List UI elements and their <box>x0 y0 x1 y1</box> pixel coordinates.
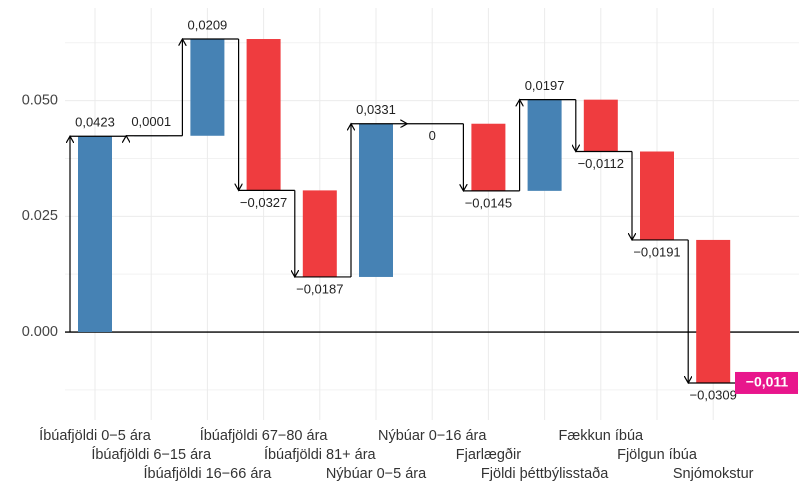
bar <box>246 39 281 191</box>
total-label: −0,011 <box>746 374 789 390</box>
data-label: 0,0197 <box>525 78 565 93</box>
x-tick-label: Íbúafjöldi 81+ ára <box>264 446 377 463</box>
data-label: 0,0331 <box>356 102 396 117</box>
data-label: −0,0187 <box>296 281 343 296</box>
y-tick-label: 0.050 <box>22 92 58 108</box>
x-tick-label: Fjölgun íbúa <box>617 447 698 463</box>
x-tick-label: Íbúafjöldi 6−15 ára <box>91 446 212 463</box>
x-tick-label: Nýbúar 0−16 ára <box>378 428 487 444</box>
bar <box>640 151 674 240</box>
x-tick-label: Fjarlægðir <box>456 447 521 463</box>
bar <box>302 190 337 277</box>
y-tick-label: 0.025 <box>22 208 58 224</box>
x-tick-label: Íbúafjöldi 16−66 ára <box>144 465 273 482</box>
x-tick-label: Íbúafjöldi 67−80 ára <box>200 427 329 444</box>
bar <box>359 123 393 277</box>
bar <box>471 123 506 191</box>
x-tick-label: Nýbúar 0−5 ára <box>326 466 427 482</box>
x-tick-label: Fjöldi þéttbýlisstaða <box>481 466 609 482</box>
data-label: −0,0145 <box>465 195 512 210</box>
x-tick-label: Fækkun íbúa <box>558 428 644 444</box>
bar <box>583 99 618 152</box>
x-tick-label: Snjómokstur <box>673 466 754 482</box>
data-label: 0,0001 <box>131 114 171 129</box>
y-tick-label: 0.000 <box>22 324 58 340</box>
bar <box>527 99 562 191</box>
data-label: −0,0327 <box>240 195 287 210</box>
bar <box>190 39 225 136</box>
x-tick-label: Íbúafjöldi 0−5 ára <box>39 427 152 444</box>
total-box <box>735 371 798 394</box>
data-label: 0,0209 <box>188 17 228 32</box>
data-label: −0,0191 <box>633 244 680 259</box>
data-label: −0,0309 <box>690 387 737 402</box>
bar <box>696 239 731 383</box>
bar <box>78 136 112 333</box>
data-label: 0,0423 <box>75 115 115 130</box>
data-label: −0,0112 <box>578 156 624 171</box>
data-label: 0 <box>429 128 436 143</box>
